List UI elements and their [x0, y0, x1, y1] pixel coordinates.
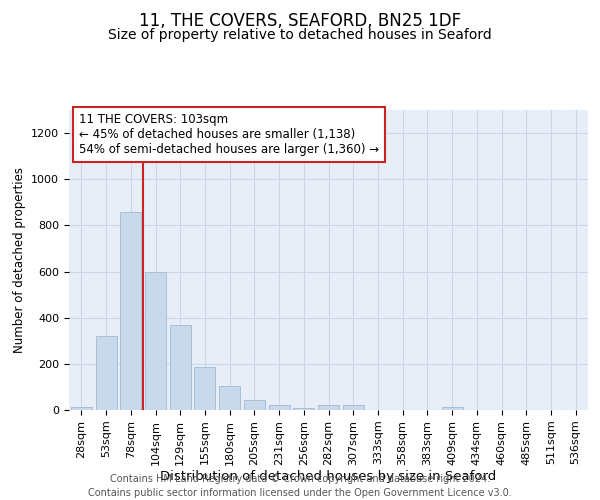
Text: 11 THE COVERS: 103sqm
← 45% of detached houses are smaller (1,138)
54% of semi-d: 11 THE COVERS: 103sqm ← 45% of detached … [79, 113, 380, 156]
X-axis label: Distribution of detached houses by size in Seaford: Distribution of detached houses by size … [160, 470, 497, 484]
Bar [95, 336, 116, 410]
Bar [145, 272, 166, 410]
Bar [269, 406, 290, 410]
Bar [318, 406, 339, 410]
Bar [219, 386, 240, 410]
Bar [120, 212, 141, 410]
Bar [442, 406, 463, 410]
Text: 11, THE COVERS, SEAFORD, BN25 1DF: 11, THE COVERS, SEAFORD, BN25 1DF [139, 12, 461, 30]
Y-axis label: Number of detached properties: Number of detached properties [13, 167, 26, 353]
Bar [293, 408, 314, 410]
Bar [244, 400, 265, 410]
Bar [194, 368, 215, 410]
Bar [71, 406, 92, 410]
Text: Contains HM Land Registry data © Crown copyright and database right 2024.
Contai: Contains HM Land Registry data © Crown c… [88, 474, 512, 498]
Text: Size of property relative to detached houses in Seaford: Size of property relative to detached ho… [108, 28, 492, 42]
Bar [170, 324, 191, 410]
Bar [343, 406, 364, 410]
